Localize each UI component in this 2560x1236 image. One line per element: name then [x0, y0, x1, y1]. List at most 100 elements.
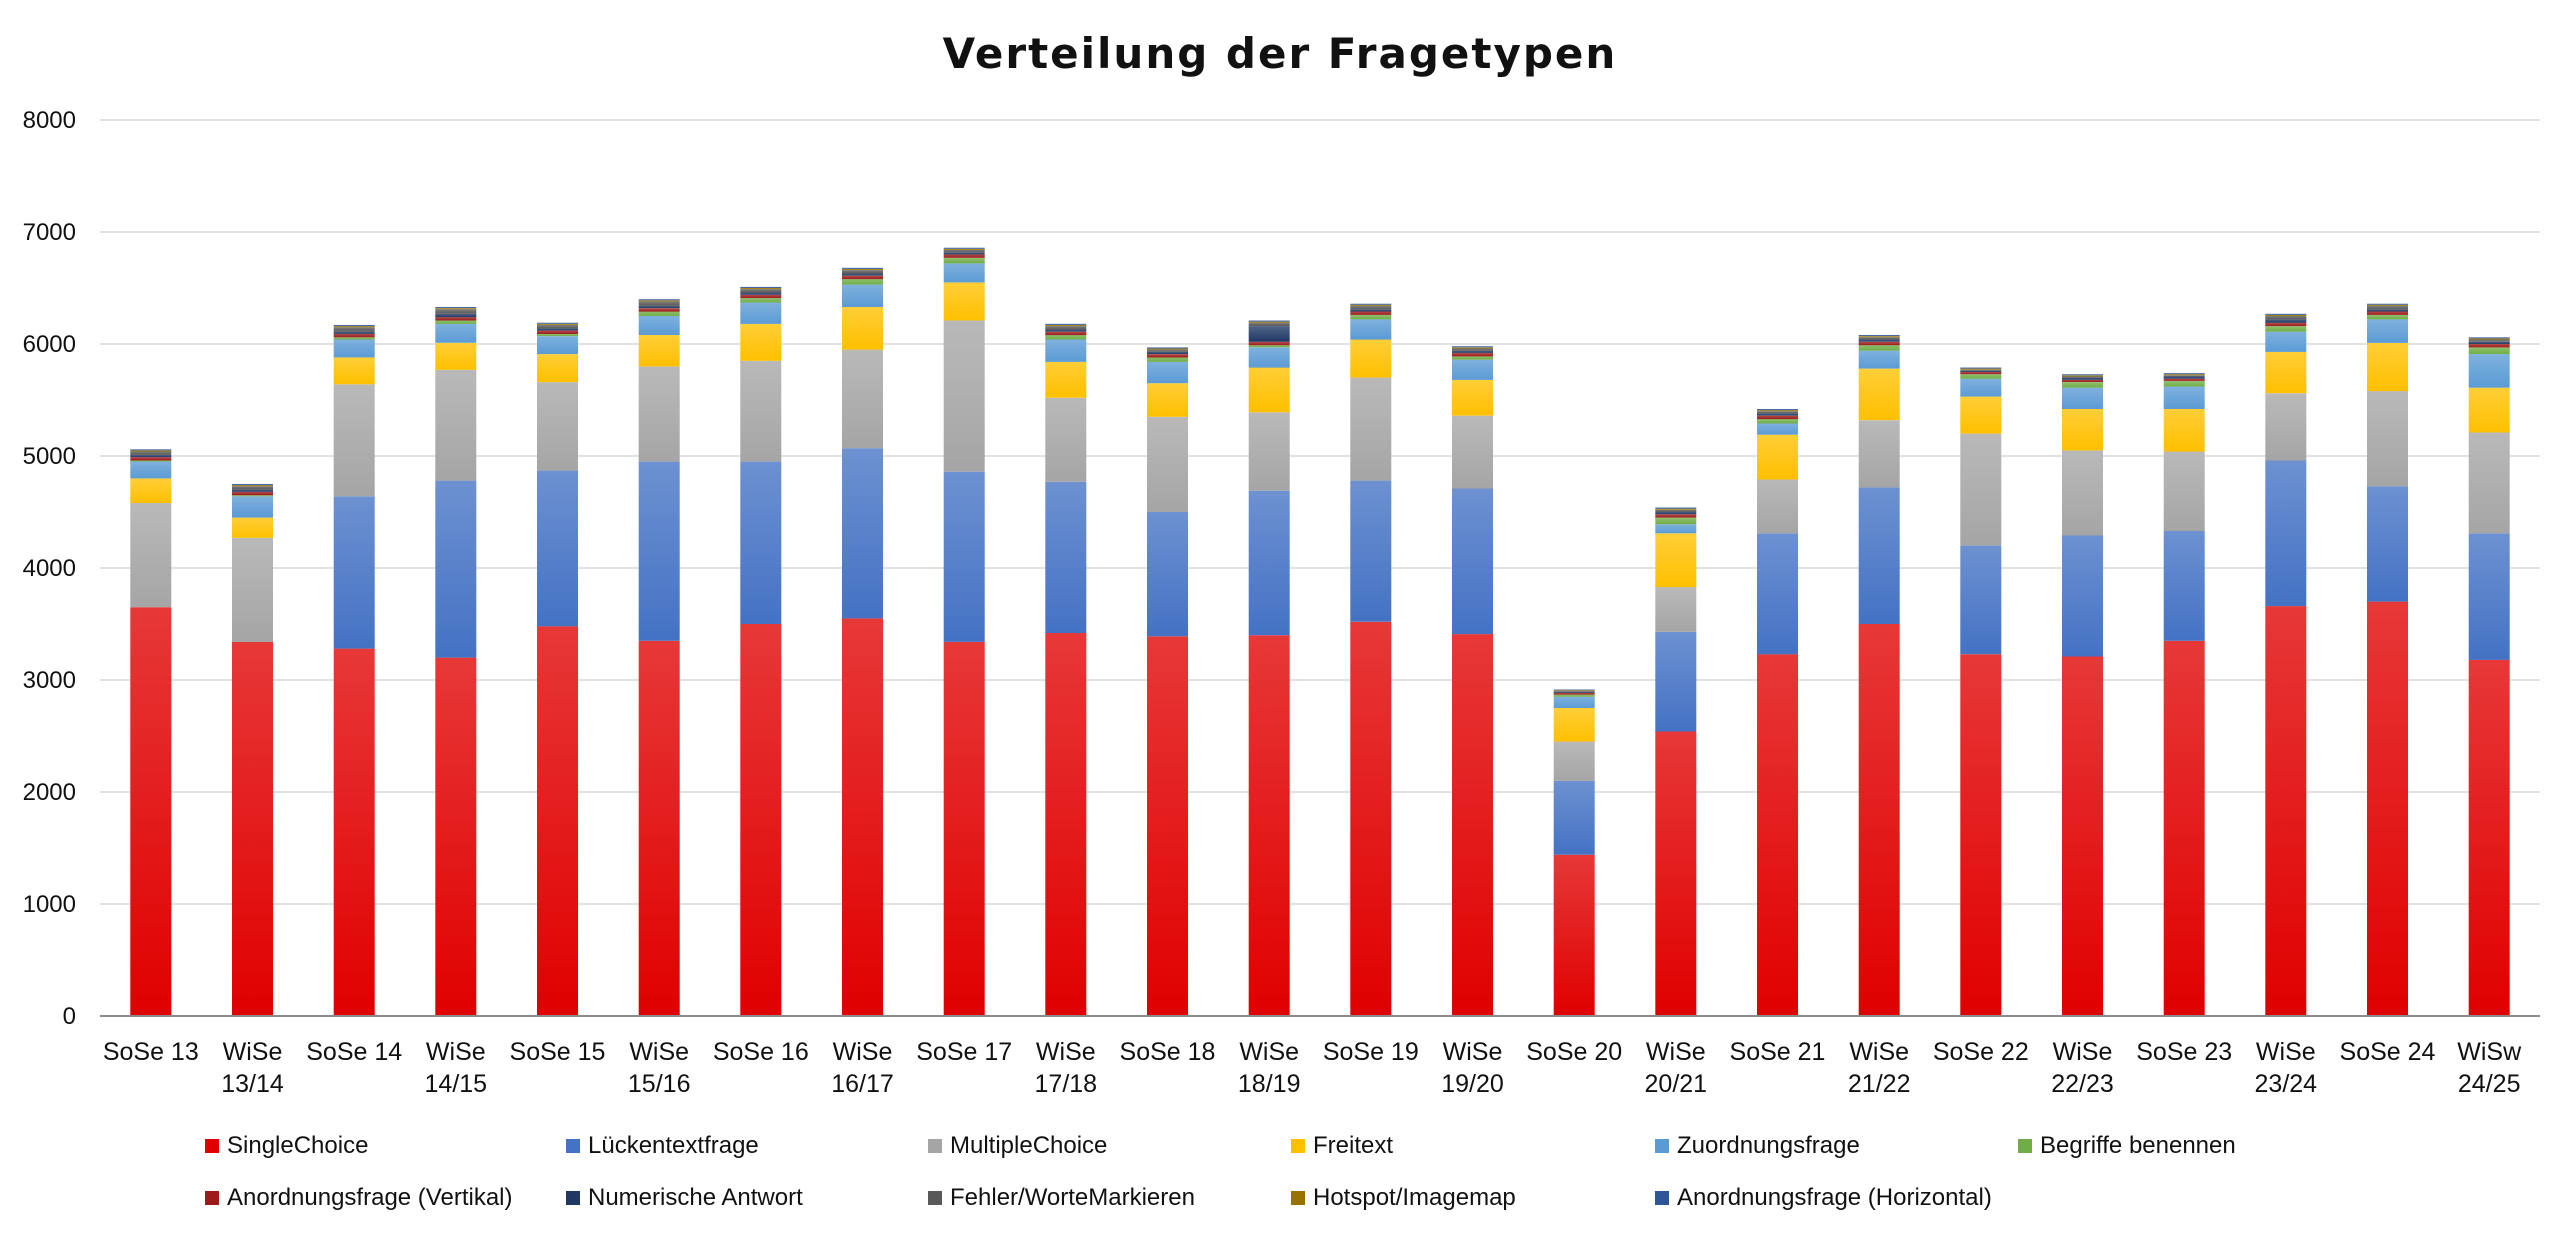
bar-segment — [1960, 374, 2002, 379]
bar-segment — [232, 496, 273, 518]
bar-segment — [943, 320, 985, 472]
bar-segment — [842, 618, 883, 1016]
x-tick-label: 21/22 — [1848, 1070, 1911, 1098]
legend-label: SingleChoice — [227, 1132, 368, 1159]
bar-segment — [1757, 411, 1798, 414]
bar-segment — [1248, 326, 1290, 342]
bar-segment — [2468, 341, 2510, 344]
y-tick-label: 0 — [63, 1003, 76, 1030]
bar-segment — [2062, 377, 2103, 380]
bar-segment — [740, 292, 782, 295]
bar-segment — [1757, 419, 1798, 424]
bar-segment — [842, 284, 883, 307]
bar-segment — [333, 333, 375, 338]
bar-segment — [130, 478, 172, 503]
bar-segment — [1553, 690, 1595, 692]
x-tick-label: SoSe 17 — [916, 1038, 1012, 1066]
bar-stack — [2062, 374, 2103, 1016]
bar-stack — [638, 299, 680, 1016]
bar-segment — [842, 279, 883, 285]
bar-segment — [537, 328, 578, 331]
y-tick-label: 4000 — [23, 555, 76, 582]
legend-item: Freitext — [1291, 1132, 1393, 1159]
bar-segment — [1757, 415, 1798, 420]
bar-segment — [1147, 351, 1188, 354]
bar-stack — [2265, 313, 2307, 1016]
bar-segment — [1452, 350, 1493, 353]
bar-segment — [638, 300, 680, 302]
bar-segment — [1757, 654, 1798, 1016]
bar-segment — [1248, 490, 1290, 636]
bar-segment — [2367, 304, 2408, 306]
bar-segment — [130, 457, 172, 461]
bar-segment — [1757, 479, 1798, 534]
bar-segment — [130, 503, 172, 608]
gridlines — [100, 119, 2540, 905]
bar-segment — [1452, 353, 1493, 357]
bar-segment — [1248, 367, 1290, 413]
x-tick-label: WiSe — [833, 1038, 893, 1066]
bar-segment — [1553, 689, 1595, 691]
bar-segment — [2265, 314, 2307, 316]
legend-item: Begriffe benennen — [2018, 1132, 2236, 1159]
bar-segment — [130, 454, 172, 458]
bar-segment — [435, 320, 477, 324]
x-tick-label: SoSe 21 — [1730, 1038, 1826, 1066]
bar-segment — [333, 339, 375, 358]
legend-label: Zuordnungsfrage — [1677, 1132, 1860, 1159]
bar-segment — [1350, 480, 1392, 622]
bar-segment — [740, 289, 782, 293]
bar-segment — [435, 480, 477, 658]
x-tick-label: 13/14 — [221, 1070, 284, 1098]
legend: SingleChoice Lückentextfrage MultipleChoic… — [205, 1132, 2236, 1211]
x-tick-label: WiSe — [1036, 1038, 1096, 1066]
bar-stack — [2468, 337, 2510, 1016]
bar-segment — [2265, 322, 2307, 327]
legend-item: Anordnungsfrage (Horizontal) — [1655, 1184, 1992, 1211]
bar-segment — [1655, 509, 1697, 512]
x-tick-label: SoSe 15 — [510, 1038, 606, 1066]
bar-segment — [435, 657, 477, 1016]
bar-segment — [2468, 339, 2510, 342]
bar-segment — [1757, 409, 1798, 411]
bar-segment — [1045, 325, 1087, 327]
x-tick-label: WiSe — [1646, 1038, 1706, 1066]
bar-segment — [1655, 508, 1697, 510]
bar-stack — [537, 322, 578, 1016]
bar-stack — [1960, 367, 2002, 1016]
bar-stack — [1452, 346, 1493, 1016]
bar-segment — [1350, 303, 1392, 305]
legend-swatch — [1291, 1139, 1305, 1153]
x-tick-label: 16/17 — [831, 1070, 894, 1098]
bar-segment — [1045, 633, 1087, 1016]
bar-segment — [2163, 531, 2205, 641]
legend-label: Anordnungsfrage (Vertikal) — [227, 1184, 513, 1211]
bar-segment — [2367, 342, 2408, 392]
x-tick-label: SoSe 20 — [1526, 1038, 1622, 1066]
bar-segment — [333, 496, 375, 649]
bar-segment — [1248, 322, 1290, 327]
bar-segment — [2265, 460, 2307, 607]
bar-segment — [740, 288, 782, 290]
bar-segment — [333, 648, 375, 1016]
bar-segment — [333, 357, 375, 385]
bar-segment — [537, 333, 578, 337]
x-axis-labels: SoSe 13 WiSe 13/14 SoSe 14 WiSe 14/15 SoSe 15 W… — [103, 1038, 2522, 1098]
bar-segment — [943, 471, 985, 642]
legend-swatch — [205, 1191, 219, 1205]
bar-segment — [1045, 397, 1087, 482]
bar-segment — [943, 249, 985, 253]
bar-segment — [2468, 338, 2510, 340]
bar-segment — [333, 384, 375, 497]
bar-segment — [1248, 345, 1290, 348]
x-tick-label: 15/16 — [628, 1070, 691, 1098]
bar-segment — [2468, 347, 2510, 355]
bar-segment — [638, 316, 680, 335]
bar-stack — [842, 267, 883, 1016]
bar-segment — [537, 470, 578, 627]
x-tick-label: SoSe 19 — [1323, 1038, 1419, 1066]
x-tick-label: WiSe — [1239, 1038, 1299, 1066]
bar-segment — [638, 461, 680, 641]
bar-segment — [333, 325, 375, 327]
bar-segment — [1655, 631, 1697, 732]
